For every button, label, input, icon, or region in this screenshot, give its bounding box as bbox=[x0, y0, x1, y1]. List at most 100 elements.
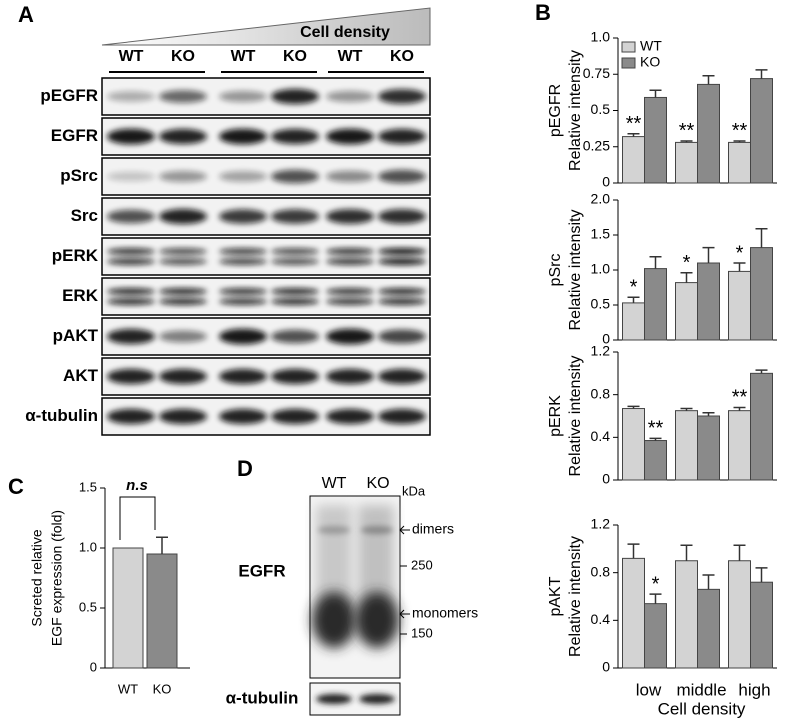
density-label: Cell density bbox=[300, 24, 390, 41]
y-tick-label: 1.0 bbox=[591, 29, 611, 45]
significance: ** bbox=[626, 113, 642, 135]
band bbox=[107, 288, 155, 295]
band bbox=[271, 88, 319, 105]
density-wedge bbox=[101, 7, 431, 46]
band bbox=[271, 329, 319, 344]
band bbox=[107, 171, 155, 182]
error-bar bbox=[702, 246, 715, 263]
arrow-label: dimers bbox=[412, 521, 454, 537]
band bbox=[159, 248, 207, 255]
band bbox=[326, 368, 374, 385]
band bbox=[219, 298, 267, 305]
band bbox=[159, 298, 207, 305]
row-label: α-tubulin bbox=[25, 406, 98, 425]
band bbox=[326, 170, 374, 183]
significance: * bbox=[736, 242, 744, 264]
band bbox=[378, 298, 426, 305]
error-bar bbox=[649, 255, 662, 269]
band bbox=[159, 90, 207, 103]
error-bar bbox=[649, 89, 662, 98]
panel-title: pERK bbox=[547, 395, 564, 437]
error-bar bbox=[627, 543, 640, 559]
error-bar bbox=[733, 406, 746, 411]
error-bar bbox=[755, 69, 768, 79]
significance: ** bbox=[648, 418, 664, 440]
panel-title: pAKT bbox=[547, 576, 564, 616]
y-tick-label: 1.2 bbox=[591, 516, 611, 532]
band bbox=[378, 169, 426, 184]
panel-label: B bbox=[535, 0, 551, 25]
band bbox=[107, 368, 155, 385]
bar bbox=[728, 141, 751, 184]
bar bbox=[644, 268, 667, 341]
y-tick-label: 0 bbox=[602, 331, 610, 347]
band bbox=[107, 258, 155, 265]
band bbox=[271, 128, 319, 145]
panel-title: pEGFR bbox=[547, 84, 564, 137]
band bbox=[219, 368, 267, 385]
band bbox=[326, 90, 374, 103]
error-bar bbox=[755, 227, 768, 248]
bar bbox=[644, 440, 667, 481]
marker-label: 150 bbox=[411, 625, 433, 640]
error-bar bbox=[649, 593, 662, 604]
band bbox=[159, 258, 207, 265]
row-label: pAKT bbox=[53, 326, 99, 345]
band bbox=[219, 248, 267, 255]
y-tick-label: 1.0 bbox=[79, 539, 97, 554]
band bbox=[359, 694, 395, 704]
y-axis-label: Relative intensity bbox=[567, 210, 584, 331]
bar bbox=[750, 372, 773, 481]
panel-label: A bbox=[18, 2, 34, 27]
blot-panel: WT KO WT KO WT KO pEGFR EGFR pSrc Src pERK ERK pAKT A… bbox=[25, 48, 431, 436]
band bbox=[219, 209, 267, 224]
band bbox=[107, 248, 155, 255]
y-tick-label: 0.25 bbox=[583, 137, 610, 153]
significance: ** bbox=[732, 387, 748, 409]
legend-swatch bbox=[621, 41, 636, 53]
band bbox=[219, 128, 267, 145]
band bbox=[378, 248, 426, 255]
lane-label: WT bbox=[322, 475, 347, 492]
band bbox=[159, 330, 207, 343]
band bbox=[159, 408, 207, 425]
band bbox=[159, 368, 207, 385]
bar bbox=[728, 410, 751, 481]
error-bar bbox=[733, 544, 746, 561]
band bbox=[378, 209, 426, 224]
lane-label: WT bbox=[338, 48, 363, 65]
y-tick-label: 0 bbox=[602, 174, 610, 190]
bar bbox=[644, 96, 667, 184]
y-tick-label: 0.5 bbox=[591, 101, 611, 117]
band bbox=[378, 329, 426, 344]
row-label: Src bbox=[71, 206, 98, 225]
band bbox=[326, 408, 374, 425]
y-axis-label: EGF expression (fold) bbox=[49, 510, 65, 646]
error-bar bbox=[755, 369, 768, 374]
error-bar bbox=[627, 405, 640, 409]
blot-box bbox=[101, 277, 431, 316]
bar bbox=[644, 603, 667, 669]
blot-box bbox=[101, 237, 431, 276]
band bbox=[326, 248, 374, 255]
significance: * bbox=[652, 573, 660, 595]
row-label: EGFR bbox=[238, 561, 285, 580]
bar bbox=[697, 588, 720, 669]
band bbox=[271, 258, 319, 265]
error-bar bbox=[733, 262, 746, 272]
bar bbox=[622, 408, 645, 481]
lane-label: KO bbox=[366, 475, 389, 492]
lane-label: WT bbox=[231, 48, 256, 65]
legend-label: KO bbox=[640, 54, 660, 70]
ns-bracket bbox=[119, 496, 156, 540]
y-tick-label: 0.5 bbox=[591, 296, 611, 312]
y-tick-label: 1.5 bbox=[591, 226, 611, 242]
bar bbox=[750, 247, 773, 341]
band bbox=[107, 328, 155, 345]
band bbox=[271, 169, 319, 184]
y-tick-label: 0.4 bbox=[591, 428, 611, 444]
band bbox=[219, 258, 267, 265]
band bbox=[378, 89, 426, 104]
band bbox=[107, 209, 155, 224]
